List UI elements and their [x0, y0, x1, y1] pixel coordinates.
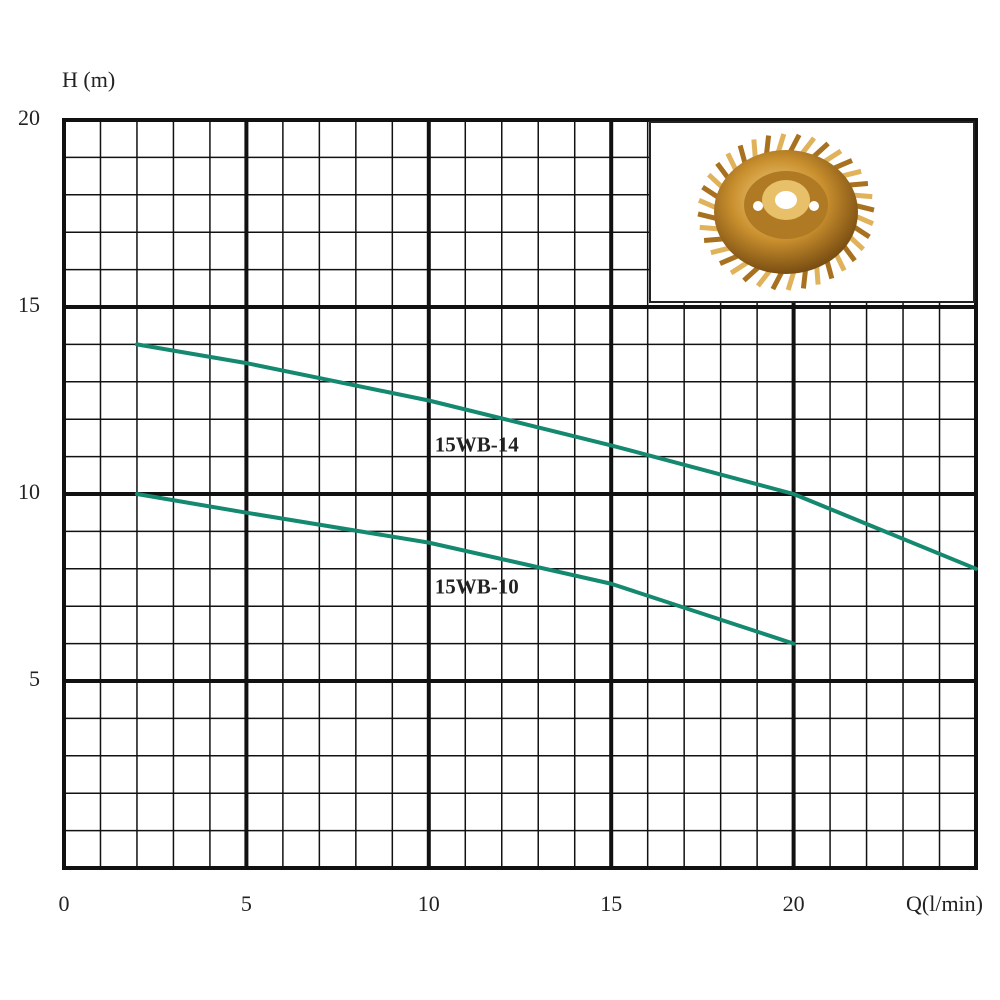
x-axis-label: Q(l/min)	[906, 891, 983, 916]
series-label: 15WB-10	[435, 574, 519, 598]
impeller-photo	[649, 121, 975, 303]
y-axis-label: H (m)	[62, 67, 115, 92]
y-tick-label: 15	[18, 292, 40, 317]
plot-border	[62, 118, 978, 870]
y-tick-label: 20	[18, 105, 40, 130]
y-tick-label: 5	[29, 666, 40, 691]
y-tick-label: 10	[18, 479, 40, 504]
grid	[62, 118, 978, 870]
x-tick-label: 15	[600, 891, 622, 916]
series-line	[134, 492, 796, 646]
series-line	[134, 342, 978, 571]
series-label: 15WB-14	[435, 432, 520, 456]
x-tick-label: 20	[783, 891, 805, 916]
x-tick-label: 5	[241, 891, 252, 916]
x-tick-label: 0	[59, 891, 70, 916]
x-tick-label: 10	[418, 891, 440, 916]
